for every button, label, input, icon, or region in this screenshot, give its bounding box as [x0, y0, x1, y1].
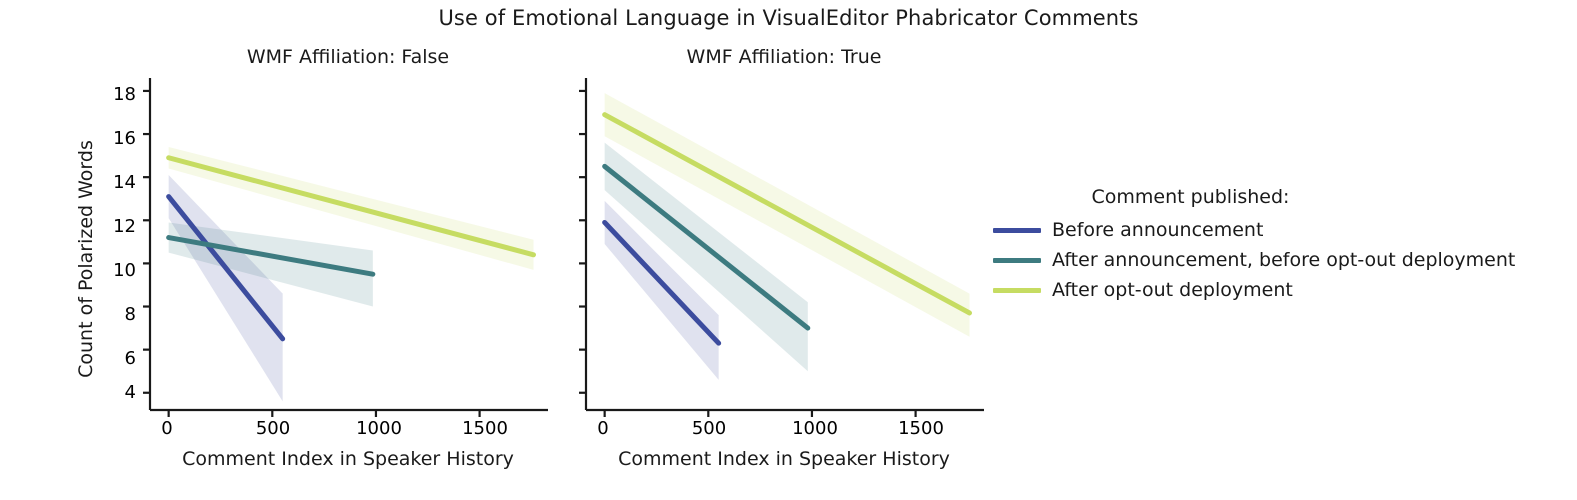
panel-left: [166, 146, 536, 402]
confidence-band: [168, 222, 373, 307]
y-tick-label: 10: [113, 260, 136, 281]
legend-item-label: After opt-out deployment: [1052, 279, 1293, 301]
x-axis-label-left: Comment Index in Speaker History: [182, 448, 514, 470]
legend-item-after-announcement[interactable]: After announcement, before opt-out deplo…: [993, 245, 1563, 275]
x-tick-label: 1000: [356, 418, 402, 439]
legend-color-swatch-icon: [993, 287, 1041, 293]
panel-right: [602, 93, 972, 380]
legend-item-before-announcement[interactable]: Before announcement: [993, 215, 1563, 245]
regression-line: [166, 155, 536, 258]
regression-line: [166, 194, 286, 342]
legend: Comment published: Before announcement A…: [993, 186, 1563, 305]
x-tick-label: 0: [597, 418, 609, 439]
confidence-band: [604, 200, 719, 380]
x-tick-label: 0: [161, 418, 173, 439]
legend-color-swatch-icon: [993, 227, 1041, 233]
y-tick-label: 6: [124, 348, 136, 369]
y-tick-label: 8: [124, 304, 136, 325]
y-tick-label: 16: [113, 128, 136, 149]
x-tick-label: 1500: [898, 418, 944, 439]
y-tick-label: 4: [124, 382, 136, 403]
legend-item-label: After announcement, before opt-out deplo…: [1052, 249, 1516, 271]
x-axis-label-right: Comment Index in Speaker History: [618, 448, 950, 470]
x-tick-label: 500: [255, 418, 291, 439]
panel-title-right: WMF Affiliation: True: [686, 46, 882, 68]
y-tick-label: 14: [113, 172, 136, 193]
figure-title: Use of Emotional Language in VisualEdito…: [438, 6, 1139, 30]
regression-line: [602, 112, 972, 316]
y-tick-label: 18: [113, 84, 136, 105]
confidence-band: [604, 142, 808, 372]
y-tick-label: 12: [113, 216, 136, 237]
x-tick-label: 1500: [462, 418, 508, 439]
legend-color-swatch-icon: [993, 257, 1041, 263]
axis-spines: [143, 78, 984, 417]
regression-line: [166, 235, 376, 277]
legend-item-label: Before announcement: [1052, 219, 1264, 241]
x-tick-label: 1000: [792, 418, 838, 439]
panel-title-left: WMF Affiliation: False: [246, 46, 450, 68]
regression-line: [602, 219, 722, 346]
regression-line: [602, 163, 811, 331]
x-tick-label: 500: [691, 418, 727, 439]
legend-title: Comment published:: [1091, 186, 1290, 208]
legend-item-after-optout[interactable]: After opt-out deployment: [993, 275, 1563, 305]
confidence-band: [168, 175, 283, 402]
